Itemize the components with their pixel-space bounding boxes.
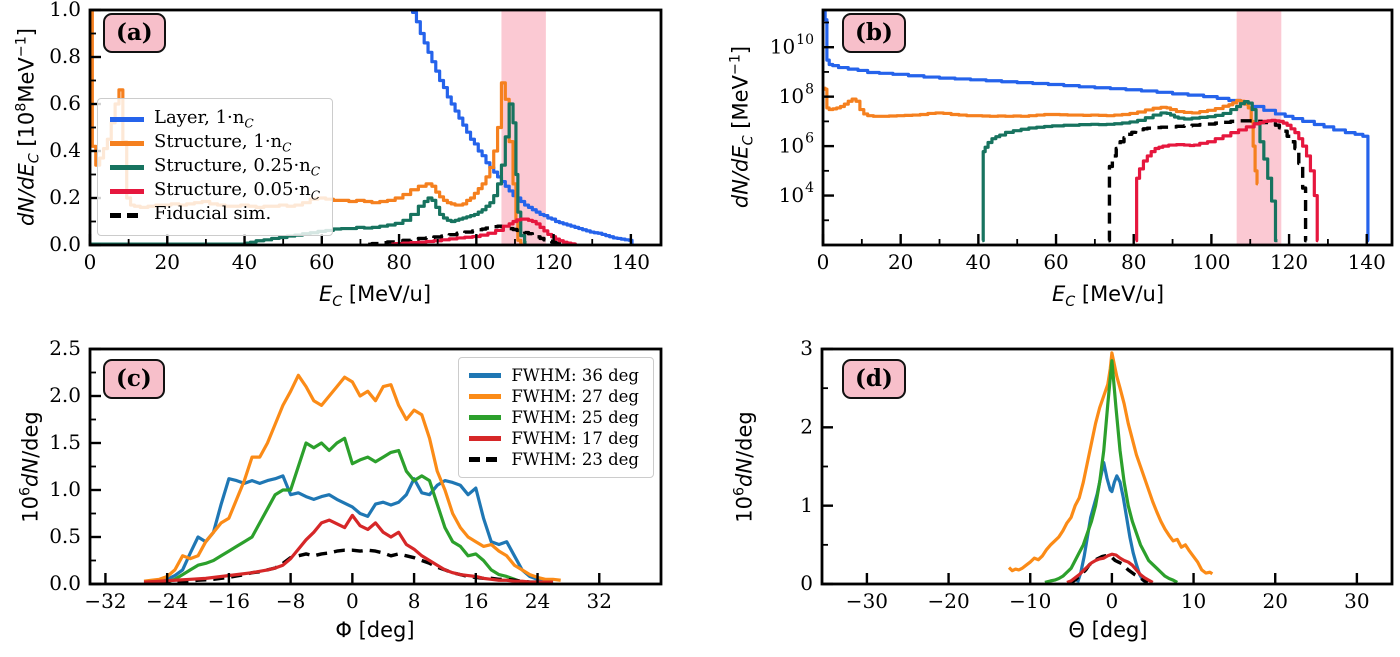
panel-a-xlabel: EC [MeV/u]: [318, 281, 432, 311]
panel-d-ylabel: 106dN/deg: [731, 411, 757, 523]
line-swatch: [110, 140, 144, 146]
line-swatch: [469, 394, 502, 399]
legend-item: Fiducial sim.: [110, 203, 320, 227]
panel-a: dN/dEC [108MeV−1] EC [MeV/u] (a) Layer, …: [0, 0, 700, 327]
line-swatch: [469, 415, 502, 420]
legend-item: FWHM: 36 deg: [469, 365, 639, 386]
legend-item: FWHM: 17 deg: [469, 428, 639, 449]
panel-c-tag: (c): [103, 359, 165, 399]
panel-c-xlabel: Φ [deg]: [335, 618, 415, 642]
legend-item: FWHM: 25 deg: [469, 407, 639, 428]
legend-item: FWHM: 23 deg: [469, 449, 639, 470]
panel-d-tag: (d): [842, 359, 906, 399]
legend-item: Layer, 1·nC: [110, 107, 320, 131]
legend-item: Structure, 0.25·nC: [110, 155, 320, 179]
line-swatch: [110, 188, 144, 194]
panel-c-legend: FWHM: 36 deg FWHM: 27 deg FWHM: 25 deg F…: [458, 357, 654, 478]
line-swatch: [110, 212, 144, 218]
legend-item: Structure, 1·nC: [110, 131, 320, 155]
panel-c: 106dN/deg Φ [deg] (c) FWHM: 36 deg FWHM:…: [0, 327, 700, 657]
panel-a-ylabel: dN/dEC [108MeV−1]: [13, 28, 43, 226]
legend-item: FWHM: 27 deg: [469, 386, 639, 407]
line-swatch: [469, 457, 502, 462]
panel-b-tag: (b): [842, 13, 906, 53]
panel-a-legend: Layer, 1·nC Structure, 1·nC Structure, 0…: [97, 98, 334, 236]
line-swatch: [110, 116, 144, 122]
line-swatch: [110, 164, 144, 170]
panel-b: dN/dEC [MeV−1] EC [MeV/u] (b): [700, 0, 1400, 327]
panel-a-tag: (a): [103, 13, 166, 53]
panel-b-ylabel: dN/dEC [MeV−1]: [727, 45, 757, 209]
panel-b-canvas: [700, 0, 1400, 300]
panel-d: 106dN/deg Θ [deg] (d): [700, 327, 1400, 657]
panel-d-xlabel: Θ [deg]: [1068, 618, 1148, 642]
panel-c-ylabel: 106dN/deg: [17, 411, 43, 523]
legend-item: Structure, 0.05·nC: [110, 179, 320, 203]
panel-d-canvas: [700, 327, 1400, 627]
line-swatch: [469, 373, 502, 378]
panel-b-xlabel: EC [MeV/u]: [1051, 281, 1165, 311]
line-swatch: [469, 436, 502, 441]
